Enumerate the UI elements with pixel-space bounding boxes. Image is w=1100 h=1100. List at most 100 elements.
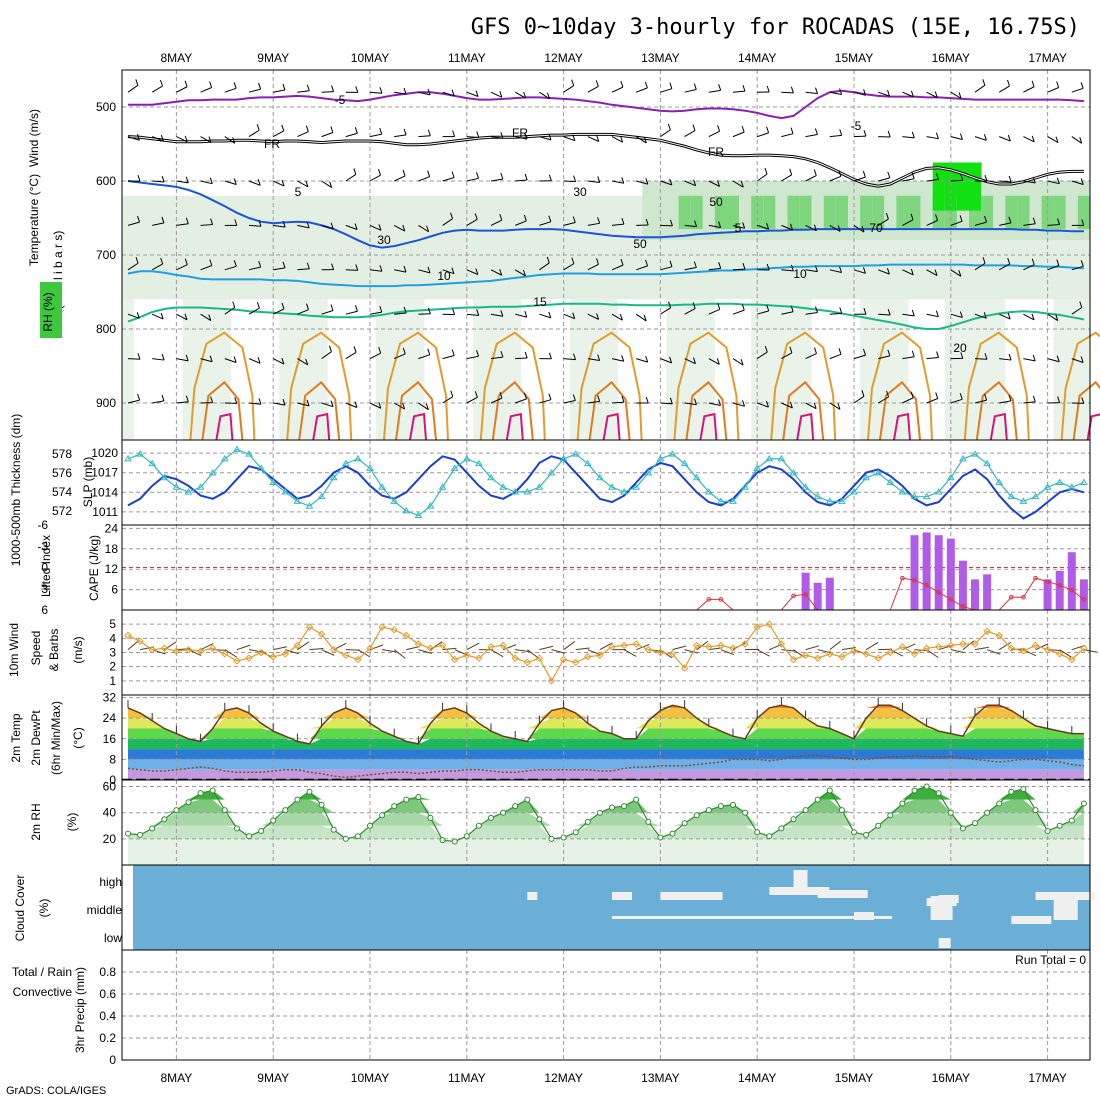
rh-shade-low — [981, 299, 994, 440]
thickness-marker — [596, 473, 604, 481]
wind-barb — [1023, 358, 1036, 362]
wind-unit-label: (m/s) — [71, 636, 85, 663]
wind-barb-flag — [281, 357, 285, 365]
thickness-axis-label: 1000-500mb Thickness (dm) — [9, 414, 23, 567]
wind-barb — [660, 402, 673, 405]
rh-shade-light — [593, 195, 607, 300]
wind-barb-flag — [692, 124, 696, 131]
rh-marker — [996, 800, 1003, 807]
rh-marker — [923, 783, 930, 790]
wind-barb-flag — [959, 215, 963, 222]
thickness-marker — [402, 506, 411, 514]
lifted-marker — [1081, 597, 1087, 602]
cape-tick: 12 — [105, 562, 119, 576]
cloud-cell — [793, 870, 808, 892]
rh-shade-max — [944, 162, 958, 211]
wind-barb — [515, 179, 528, 182]
wind-barb-flag — [667, 123, 671, 131]
wind-speed-marker — [124, 631, 132, 640]
contour-label: 15 — [533, 295, 547, 309]
wind-barb — [878, 91, 890, 97]
thickness-marker — [753, 464, 762, 471]
wind-barb — [224, 180, 237, 185]
thickness-marker — [462, 454, 471, 462]
rh-marker — [233, 825, 240, 832]
wind-barb-flag — [645, 396, 649, 404]
wind-barb — [974, 136, 987, 141]
wind-speed-marker — [680, 664, 689, 672]
wind-barb — [127, 221, 140, 226]
thickness-marker — [269, 478, 278, 485]
rh-shade-light — [388, 195, 401, 300]
lifted-marker — [791, 593, 796, 599]
wind-barb-flag — [452, 308, 456, 315]
wind-barb-flag — [742, 400, 746, 407]
wind-barb — [1023, 264, 1035, 271]
wind-barb-flag — [790, 264, 794, 272]
temp-unit-label: (°C) — [71, 727, 85, 748]
wind-barb-flag — [137, 175, 141, 182]
rh-marker — [185, 799, 192, 806]
rh-shade-high — [908, 195, 922, 230]
wind-barb — [466, 136, 479, 138]
thickness-marker — [995, 478, 1004, 485]
wind-barb — [684, 130, 696, 138]
wind-barb — [611, 401, 625, 404]
wind-barb — [1047, 136, 1059, 144]
wind-barb-flag — [476, 350, 480, 357]
wind-barb-flag — [137, 353, 141, 360]
wind-barb-flag — [353, 346, 357, 353]
isotherm-20 — [286, 331, 353, 441]
wind-barb — [490, 269, 502, 276]
wind-barb-flag — [305, 358, 309, 365]
wind-speed-marker — [547, 677, 556, 685]
wind-barb-flag — [887, 349, 891, 357]
thickness-marker — [378, 483, 386, 490]
rh-marker — [560, 834, 567, 841]
wind-barb — [635, 136, 647, 144]
wind-barb-flag — [717, 180, 720, 187]
wind-barb — [587, 180, 600, 183]
rh-shade-low — [146, 299, 159, 440]
wind-barb-flag — [645, 355, 649, 363]
rh-shade-light — [412, 195, 425, 300]
wind-speed-marker — [1080, 644, 1088, 652]
cloud-middle-label: middle — [87, 903, 123, 917]
thickness-tick: 578 — [52, 447, 72, 461]
wind-barb-flag — [548, 352, 552, 359]
wind-barb-flag — [208, 136, 212, 143]
wind-barb-flag — [595, 80, 599, 87]
rh-marker — [512, 803, 519, 810]
lifted-marker — [803, 592, 808, 597]
wind-barb — [272, 180, 285, 187]
rh-marker — [717, 803, 724, 810]
wind-axis-label: Wind (m/s) — [27, 109, 41, 167]
wind-barb — [878, 313, 891, 316]
wind-barb-flag — [256, 124, 260, 131]
wind-barb-flag — [839, 266, 842, 273]
thickness-marker — [922, 492, 931, 500]
wind-barb-flag — [1031, 313, 1035, 320]
wind-barb — [515, 357, 528, 360]
wind-barb-flag — [693, 357, 696, 364]
rh-shade-light — [206, 195, 220, 300]
wind-barb — [950, 91, 962, 99]
thickness-marker — [233, 445, 241, 452]
wind-barb-flag — [257, 357, 261, 364]
wind-barb — [853, 354, 866, 360]
rh-shade-low — [557, 299, 571, 440]
isotherm-25 — [685, 380, 728, 441]
wind-barb-flag — [282, 398, 286, 406]
rh-marker — [657, 834, 664, 841]
wind-barb — [466, 355, 479, 360]
pressure-tick: 600 — [96, 174, 116, 188]
rh-shade-mid — [642, 181, 655, 241]
wind-barb — [829, 312, 842, 315]
wind-barb — [660, 266, 673, 271]
isotherm-30 — [796, 412, 815, 441]
rh-shade-low — [714, 299, 728, 440]
wind-tick: 5 — [109, 617, 116, 631]
wind-barb — [853, 395, 865, 404]
thickness-marker — [511, 487, 520, 495]
dewpoint-label: 2m DewPt — [29, 710, 43, 766]
